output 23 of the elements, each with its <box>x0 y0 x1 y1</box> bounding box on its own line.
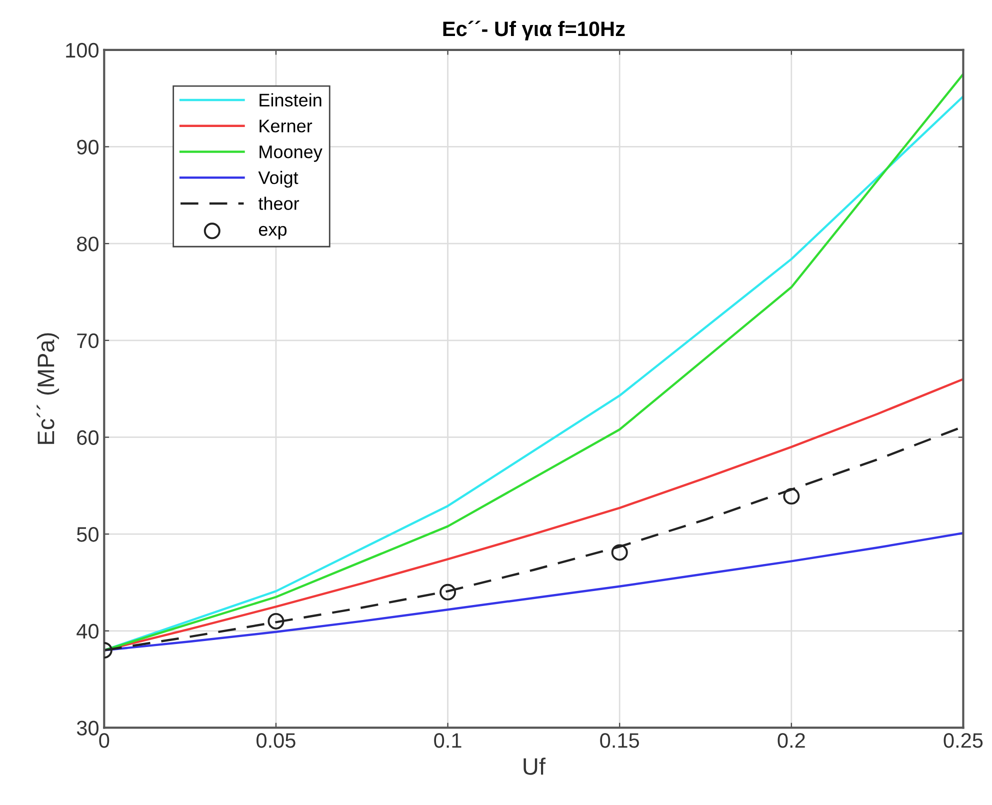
legend-label: exp <box>258 226 287 240</box>
x-tick-label: 0.05 <box>256 733 296 748</box>
legend-label: Voigt <box>258 170 298 188</box>
x-axis-title: Uf <box>524 758 546 775</box>
chart-title: Ec´´- Uf για f=10Hz <box>443 20 625 40</box>
x-tick-label: 0.25 <box>944 733 983 748</box>
y-tick-label: 30 <box>76 720 98 736</box>
y-tick-label: 60 <box>77 430 98 445</box>
x-tick-label: 0.2 <box>778 733 805 748</box>
x-tick-label: 0 <box>99 733 110 748</box>
legend-label: theor <box>258 196 300 210</box>
legend-label: Kerner <box>260 120 312 132</box>
y-tick-label: 40 <box>76 624 98 639</box>
legend-label: Einstein <box>260 93 322 107</box>
y-tick-label: 90 <box>77 140 98 154</box>
legend-label: Mooney <box>260 146 322 162</box>
y-axis-title: Ec´´ (MPa) <box>36 333 59 444</box>
y-tick-label: 70 <box>77 333 98 348</box>
y-tick-label: 50 <box>76 527 98 542</box>
y-tick-label: 80 <box>77 236 98 252</box>
y-tick-label: 100 <box>66 42 98 58</box>
x-tick-label: 0.1 <box>434 733 462 748</box>
x-tick-label: 0.15 <box>600 733 640 748</box>
